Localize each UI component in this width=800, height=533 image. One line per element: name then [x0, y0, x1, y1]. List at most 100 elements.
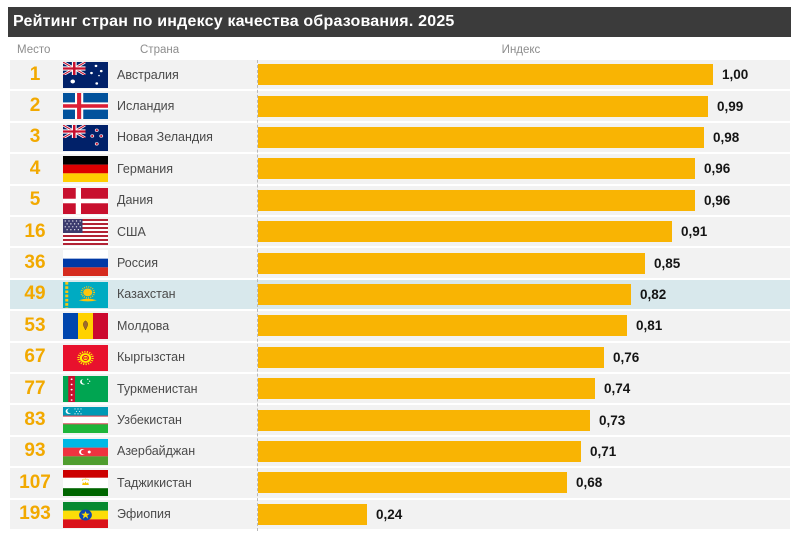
index-bar-group: 0,98	[258, 123, 739, 152]
index-bar-group: 0,96	[258, 154, 730, 183]
index-bar-group: 0,76	[258, 343, 639, 372]
country-label: Австралия	[117, 67, 179, 82]
table-row: 2 Исландия 0,99	[10, 91, 790, 121]
country-label: Казахстан	[117, 287, 176, 302]
rank-cell: 193	[19, 503, 51, 525]
table-row: 107 Таджикистан 0,68	[10, 468, 790, 498]
flag-kazakhstan-icon	[63, 281, 108, 308]
rank-cell: 49	[24, 283, 46, 305]
rank-cell: 93	[24, 440, 46, 462]
index-bar	[258, 472, 567, 494]
country-label: Россия	[117, 256, 158, 271]
index-bar	[258, 409, 590, 431]
index-value: 0,85	[654, 255, 681, 271]
rank-cell: 107	[19, 471, 51, 493]
country-label: Исландия	[117, 99, 175, 114]
index-value: 0,82	[640, 286, 667, 302]
country-label: Эфиопия	[117, 507, 171, 522]
flag-azerbaijan-icon	[63, 438, 108, 465]
ranking-table: 1 Австралия 1,00 2 Исландия 0,99 3 Новая…	[10, 60, 790, 532]
index-bar-group: 0,24	[258, 500, 402, 529]
rank-cell: 2	[29, 95, 41, 117]
index-value: 0,68	[576, 475, 603, 491]
table-row: 93 Азербайджан 0,71	[10, 436, 790, 467]
index-value: 0,98	[713, 129, 740, 145]
country-label: Дания	[117, 193, 154, 208]
index-bar	[258, 346, 604, 368]
flag-uzbekistan-icon	[63, 407, 108, 434]
index-value: 0,96	[704, 161, 731, 177]
rank-cell: 1	[29, 63, 41, 85]
country-label: Германия	[117, 161, 174, 176]
table-row: 5 Дания 0,96	[10, 185, 790, 215]
flag-australia-icon	[63, 62, 108, 88]
country-label: Туркменистан	[117, 381, 198, 396]
table-row: 67 Кыргызстан 0,76	[10, 342, 790, 372]
index-bar-group: 1,00	[258, 60, 748, 89]
rank-cell: 67	[24, 346, 46, 368]
index-bar-group: 0,81	[258, 311, 662, 340]
index-bar	[258, 252, 645, 274]
index-value: 0,74	[604, 381, 631, 397]
index-value: 0,71	[590, 443, 617, 459]
index-bar-group: 0,73	[258, 405, 625, 434]
table-row: 53 Молдова 0,81	[10, 311, 790, 341]
rank-cell: 36	[24, 252, 46, 274]
index-bar-group: 0,96	[258, 186, 730, 215]
index-value: 0,24	[376, 506, 403, 522]
country-label: Таджикистан	[117, 475, 192, 490]
index-value: 0,76	[613, 349, 640, 365]
table-row: 3 Новая Зеландия 0,98	[10, 122, 790, 153]
flag-tajikistan-icon	[63, 470, 108, 497]
index-bar	[258, 126, 704, 148]
index-bar-group: 0,74	[258, 374, 630, 403]
column-header-rank: Место	[17, 44, 51, 56]
index-bar-group: 0,85	[258, 248, 680, 277]
flag-germany-icon	[63, 156, 108, 183]
column-header-country: Страна	[140, 44, 180, 56]
table-row: 193 Эфиопия 0,24	[10, 499, 790, 529]
bar-baseline-dashed-line	[257, 60, 258, 531]
table-row: 83 Узбекистан 0,73	[10, 405, 790, 435]
rank-cell: 53	[24, 314, 46, 336]
rank-cell: 5	[29, 189, 41, 211]
index-bar	[258, 503, 367, 525]
index-bar	[258, 95, 708, 117]
index-bar-group: 0,99	[258, 91, 743, 120]
country-label: Узбекистан	[117, 413, 182, 428]
country-label: Новая Зеландия	[117, 130, 213, 145]
index-value: 0,73	[599, 412, 626, 428]
table-row: 49 Казахстан 0,82	[10, 279, 790, 310]
page-title: Рейтинг стран по индексу качества образо…	[8, 7, 791, 37]
flag-iceland-icon	[63, 93, 108, 120]
table-row: 16 США 0,91	[10, 217, 790, 247]
flag-moldova-icon	[63, 313, 108, 340]
table-row: 1 Австралия 1,00	[10, 60, 790, 90]
index-value: 1,00	[722, 67, 749, 83]
flag-denmark-icon	[63, 187, 108, 214]
flag-kyrgyzstan-icon	[63, 344, 108, 371]
index-bar	[258, 64, 713, 86]
country-label: США	[117, 224, 146, 239]
rank-cell: 77	[24, 377, 46, 399]
index-bar-group: 0,68	[258, 468, 602, 497]
table-row: 4 Германия 0,96	[10, 154, 790, 184]
index-value: 0,81	[636, 318, 663, 334]
column-header-index: Индекс	[501, 44, 541, 56]
table-row: 77 Туркменистан 0,74	[10, 374, 790, 404]
rank-cell: 83	[24, 409, 46, 431]
rank-cell: 3	[29, 126, 41, 148]
country-label: Молдова	[117, 318, 170, 333]
index-bar	[258, 378, 595, 400]
index-bar	[258, 283, 631, 305]
rank-cell: 16	[24, 220, 46, 242]
index-bar-group: 0,82	[258, 280, 666, 309]
index-bar-group: 0,91	[258, 217, 707, 246]
index-bar	[258, 440, 581, 462]
flag-turkmenistan-icon	[63, 376, 108, 402]
country-label: Кыргызстан	[117, 350, 186, 365]
index-bar	[258, 189, 695, 211]
index-bar-group: 0,71	[258, 437, 616, 466]
index-bar	[258, 221, 672, 243]
